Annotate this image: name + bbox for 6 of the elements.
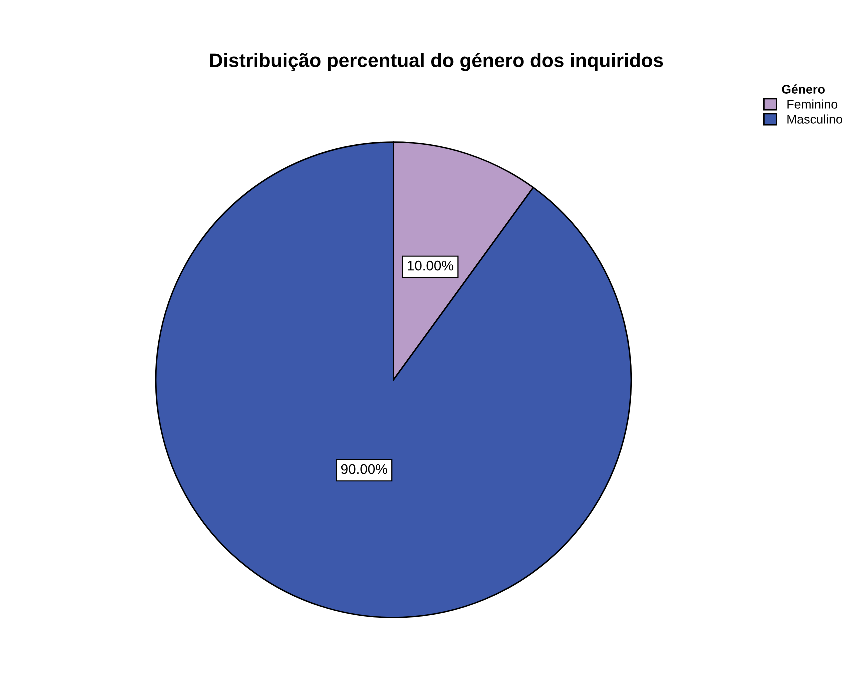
legend-label: Masculino: [788, 114, 842, 124]
legend-title: Género: [782, 84, 825, 94]
chart-title: Distribuição percentual do género dos inquiridos: [210, 53, 664, 72]
legend-label: Feminino: [788, 100, 838, 109]
data-label: 10.00%: [408, 260, 454, 271]
data-label: 90.00%: [341, 464, 388, 474]
